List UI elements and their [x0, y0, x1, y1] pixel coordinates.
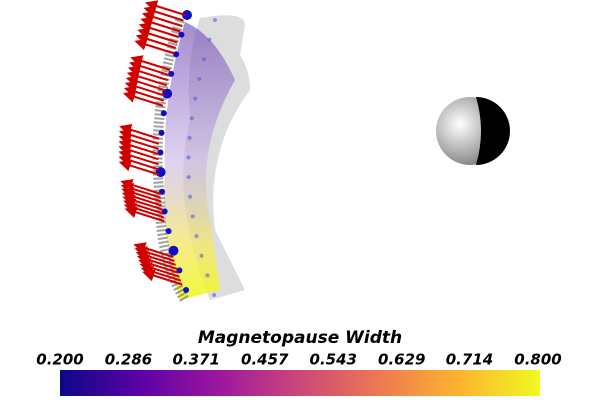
vector-arrow — [124, 206, 165, 223]
vector-arrow — [118, 129, 160, 145]
tick-label: 0.371 — [173, 351, 220, 369]
marker-dot — [207, 37, 212, 42]
marker-dot — [183, 287, 190, 293]
marker-dot — [188, 194, 193, 199]
vector-arrow — [118, 139, 159, 156]
marker-dot — [182, 10, 192, 20]
vector-arrow — [141, 11, 183, 27]
marker-dot — [197, 76, 202, 81]
marker-dot — [213, 18, 217, 22]
tick-label: 0.629 — [378, 351, 425, 369]
marker-dot — [205, 273, 210, 278]
vector-arrow — [138, 22, 180, 38]
marker-dot — [202, 57, 207, 62]
tick-label: 0.714 — [446, 351, 493, 369]
vector-arrow — [129, 60, 170, 77]
marker-dot — [187, 135, 192, 140]
vector-arrow — [118, 149, 159, 166]
marker-dot — [193, 96, 198, 101]
marker-dot — [168, 70, 175, 77]
vector-arrow — [118, 144, 159, 161]
planet-night-side — [476, 97, 510, 165]
marker-dot — [159, 188, 166, 195]
marker-dot — [173, 51, 180, 58]
marker-dot — [178, 31, 185, 38]
width-surface — [164, 22, 235, 300]
vector-arrow — [134, 38, 175, 55]
tick-label: 0.543 — [310, 351, 357, 369]
vector-arrow — [137, 27, 178, 44]
colorbar-title: Magnetopause Width — [198, 328, 402, 348]
marker-dot — [157, 149, 164, 156]
marker-dot — [189, 116, 194, 121]
marker-dot — [190, 214, 195, 219]
vector-arrow — [119, 124, 160, 140]
tick-label: 0.457 — [241, 351, 289, 369]
tick-label: 0.800 — [514, 351, 561, 369]
marker-dot — [186, 175, 191, 180]
marker-dot — [165, 228, 172, 235]
vector-arrow — [142, 269, 183, 286]
vector-arrow — [127, 65, 169, 82]
marker-dot — [158, 129, 165, 136]
vector-arrow — [145, 0, 186, 16]
marker-dot — [194, 234, 199, 239]
vector-arrow — [130, 55, 171, 71]
vector-arrow — [140, 16, 181, 33]
colorbar-ticks: 0.200 0.286 0.371 0.457 0.543 0.629 0.714 0.800 — [36, 351, 561, 369]
vector-arrow — [118, 154, 159, 171]
marker-dot — [186, 155, 191, 160]
colorbar — [60, 370, 540, 396]
vector-arrow — [124, 80, 166, 97]
vector-arrow — [143, 5, 184, 22]
vector-arrow — [126, 70, 168, 87]
vector-arrow — [123, 85, 165, 102]
vector-arrow — [118, 159, 160, 176]
vector-arrow — [135, 33, 177, 49]
scene-3d — [118, 0, 510, 303]
marker-dot — [212, 293, 217, 297]
marker-dot — [161, 208, 168, 215]
marker-dot — [160, 110, 167, 117]
vector-arrow — [123, 91, 164, 107]
marker-dot — [168, 245, 179, 256]
tick-label: 0.200 — [36, 351, 83, 369]
vector-arrow — [125, 75, 167, 92]
marker-dot — [199, 253, 204, 258]
vector-arrow — [118, 134, 159, 150]
tick-label: 0.286 — [105, 351, 152, 369]
normal-vectors — [118, 0, 186, 286]
